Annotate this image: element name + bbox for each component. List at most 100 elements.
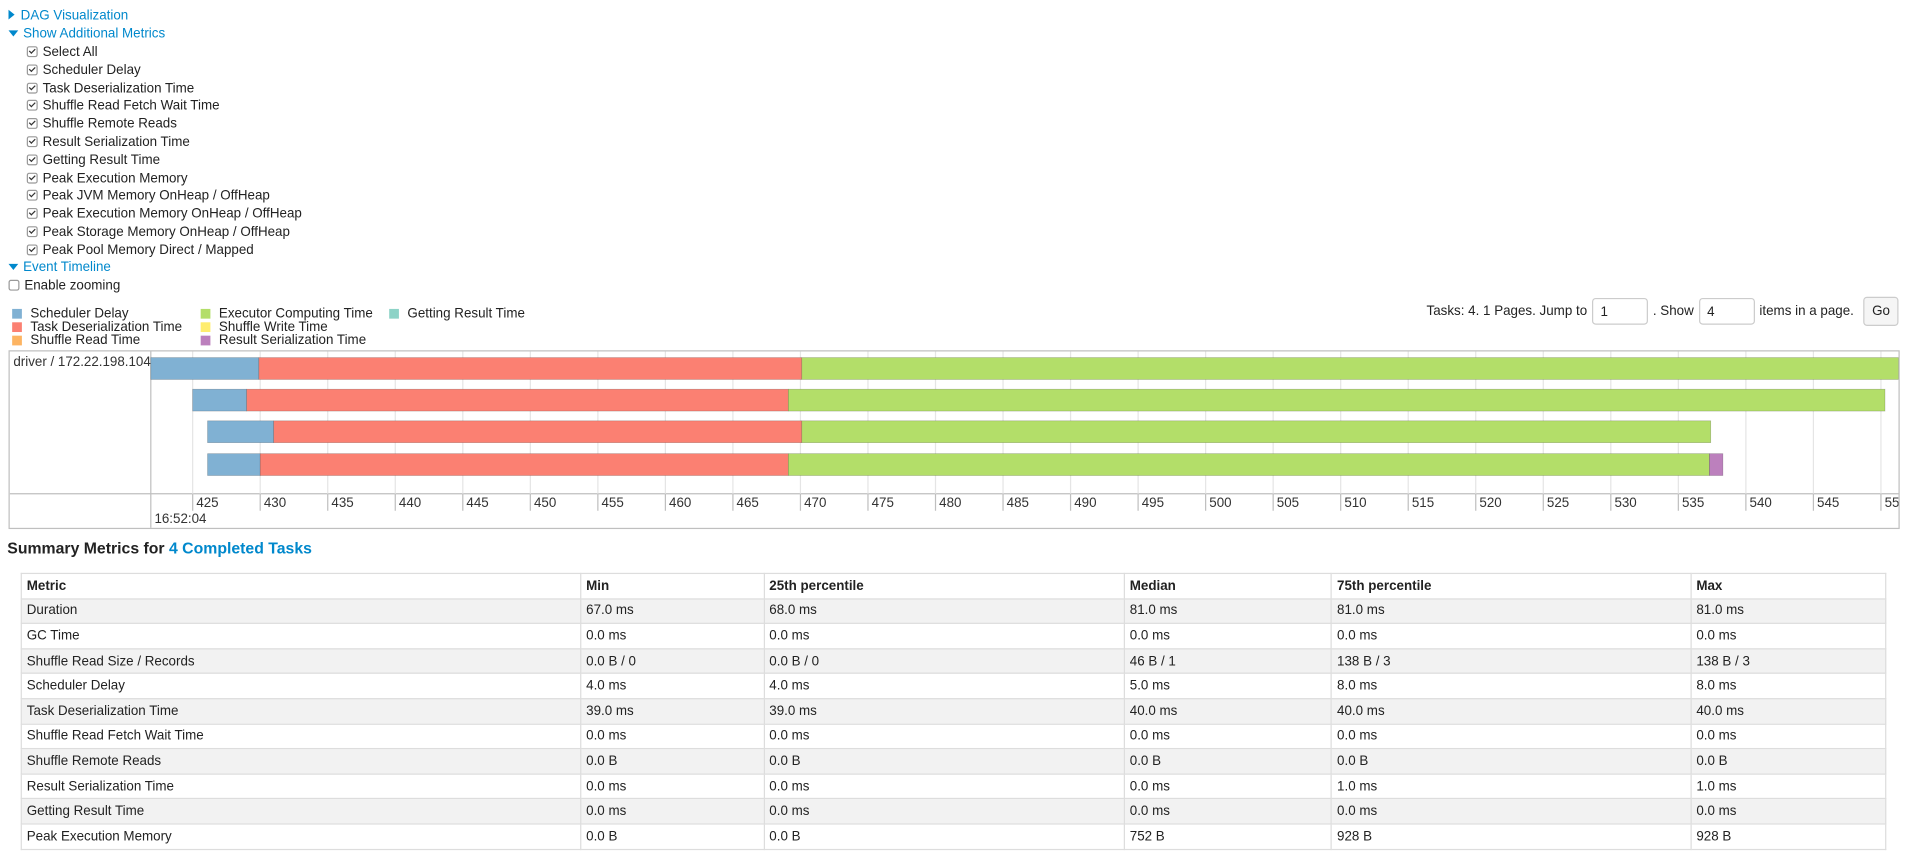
zoom-option[interactable]: Enable zooming (8, 279, 121, 293)
table-cell: 928 B (1330, 823, 1692, 850)
table-cell: 0.0 ms (763, 798, 1125, 825)
checkbox[interactable] (26, 46, 38, 58)
x-tick-label: 430 (264, 495, 286, 510)
checkbox[interactable] (26, 154, 38, 166)
column-header: 75th percentile (1330, 572, 1692, 600)
table-cell: Shuffle Remote Reads (20, 748, 582, 775)
task-segment[interactable] (150, 357, 260, 380)
table-cell: Shuffle Read Fetch Wait Time (20, 723, 582, 750)
task-segment[interactable] (246, 388, 789, 412)
x-tick-label: 520 (1479, 495, 1501, 510)
legend-label: Task Deserialization Time (30, 320, 183, 335)
task-segment[interactable] (207, 420, 275, 444)
checkbox[interactable] (26, 82, 38, 94)
metric-option[interactable]: Getting Result Time (26, 152, 161, 168)
x-tick-label: 500 (1209, 495, 1231, 510)
option-label: Getting Result Time (42, 152, 161, 168)
checkbox[interactable] (26, 226, 38, 238)
legend-item: Scheduler Delay (12, 306, 129, 321)
x-tick-label: 525 (1547, 495, 1569, 510)
size-input[interactable]: 4 (1698, 297, 1755, 325)
task-segment[interactable] (258, 357, 803, 380)
metrics-toggle[interactable]: Show Additional Metrics (8, 27, 166, 41)
x-tick-label: 540 (1750, 495, 1772, 510)
x-tick-label: 425 (196, 495, 218, 510)
metric-option[interactable]: Shuffle Remote Reads (26, 117, 177, 132)
table-cell: 0.0 ms (1123, 773, 1333, 800)
task-segment[interactable] (787, 453, 1710, 476)
metric-option[interactable]: Peak Pool Memory Direct / Mapped (26, 243, 254, 258)
checkbox[interactable] (26, 244, 38, 256)
timeline-toggle[interactable]: Event Timeline (8, 260, 111, 275)
task-segment[interactable] (192, 388, 248, 412)
checkbox[interactable] (26, 172, 38, 184)
metric-option[interactable]: Peak Storage Memory OnHeap / OffHeap (26, 224, 290, 240)
table-cell: 0.0 ms (580, 622, 765, 650)
table-cell: 0.0 ms (763, 622, 1125, 650)
table-cell: 0.0 B (580, 823, 765, 850)
table-row: Getting Result Time 0.0 ms 0.0 ms 0.0 ms 0.0… (20, 798, 1887, 825)
table-cell: Result Serialization Time (20, 773, 582, 800)
legend-item: Shuffle Read Time (12, 334, 140, 348)
go-button[interactable]: Go (1863, 296, 1899, 326)
metric-option[interactable]: Task Deserialization Time (26, 81, 194, 96)
metric-option[interactable]: Peak JVM Memory OnHeap / OffHeap (26, 189, 270, 204)
table-cell: 4.0 ms (763, 673, 1125, 700)
metric-option[interactable]: Result Serialization Time (26, 134, 190, 150)
task-segment[interactable] (1709, 453, 1724, 476)
task-segment[interactable] (273, 420, 803, 444)
checkbox[interactable] (26, 190, 38, 202)
legend-label: Shuffle Write Time (218, 320, 328, 335)
table-cell: 0.0 B (1690, 748, 1887, 775)
timeline-label: Event Timeline (23, 260, 111, 275)
legend-item: Task Deserialization Time (12, 320, 182, 335)
column-header: Median (1123, 572, 1333, 600)
checkbox[interactable] (8, 279, 20, 291)
summary-text: Summary Metrics for (7, 538, 165, 558)
metric-option[interactable]: Select All (26, 45, 98, 60)
option-label: Result Serialization Time (42, 134, 190, 150)
pagination-text: items in a page. (1759, 304, 1854, 319)
table-row: Shuffle Read Size / Records 0.0 B / 0 0.0 … (20, 647, 1887, 675)
metric-option[interactable]: Scheduler Delay (26, 63, 141, 78)
task-segment[interactable] (801, 420, 1712, 444)
page-input[interactable]: 1 (1592, 297, 1648, 325)
metric-option[interactable]: Shuffle Read Fetch Wait Time (26, 99, 220, 114)
legend-label: Result Serialization Time (218, 333, 367, 349)
table-cell: 0.0 ms (1330, 798, 1692, 825)
metric-option[interactable]: Peak Execution Memory OnHeap / OffHeap (26, 207, 302, 222)
table-row: Shuffle Remote Reads 0.0 B 0.0 B 0.0 B 0.0 B… (20, 748, 1887, 775)
option-label: Peak Execution Memory (42, 170, 188, 186)
table-cell: Getting Result Time (20, 798, 582, 825)
table-cell: 1.0 ms (1690, 773, 1887, 800)
table-cell: 0.0 ms (763, 773, 1125, 800)
table-row: Result Serialization Time 0.0 ms 0.0 ms 0.0… (20, 773, 1887, 800)
table-cell: 928 B (1690, 823, 1887, 850)
option-label: Peak Storage Memory OnHeap / OffHeap (42, 224, 290, 240)
x-tick-label: 465 (737, 495, 759, 510)
table-cell: 138 B / 3 (1330, 647, 1692, 675)
legend-item: Executor Computing Time (200, 306, 373, 321)
table-cell: 0.0 ms (580, 773, 765, 800)
table-cell: 46 B / 1 (1123, 647, 1333, 675)
task-segment[interactable] (787, 388, 1886, 412)
checkbox[interactable] (26, 136, 38, 148)
table-cell: 67.0 ms (580, 597, 765, 625)
dag-label: DAG Visualization (20, 8, 129, 24)
table-cell: Duration (20, 597, 582, 625)
dag-toggle[interactable]: DAG Visualization (8, 8, 129, 24)
task-segment[interactable] (801, 357, 1899, 380)
checkbox[interactable] (26, 208, 38, 220)
metric-option[interactable]: Peak Execution Memory (26, 170, 188, 186)
tasks-link[interactable]: 4 Completed Tasks (168, 538, 312, 558)
table-cell: 0.0 B (1123, 748, 1333, 775)
task-segment[interactable] (207, 453, 261, 476)
x-tick-label: 445 (466, 495, 488, 510)
checkbox[interactable] (26, 100, 38, 112)
checkbox[interactable] (26, 118, 38, 130)
task-segment[interactable] (259, 453, 789, 476)
checkbox[interactable] (26, 64, 38, 76)
table-cell: Shuffle Read Size / Records (20, 647, 582, 675)
table-cell: 0.0 ms (1123, 798, 1333, 825)
